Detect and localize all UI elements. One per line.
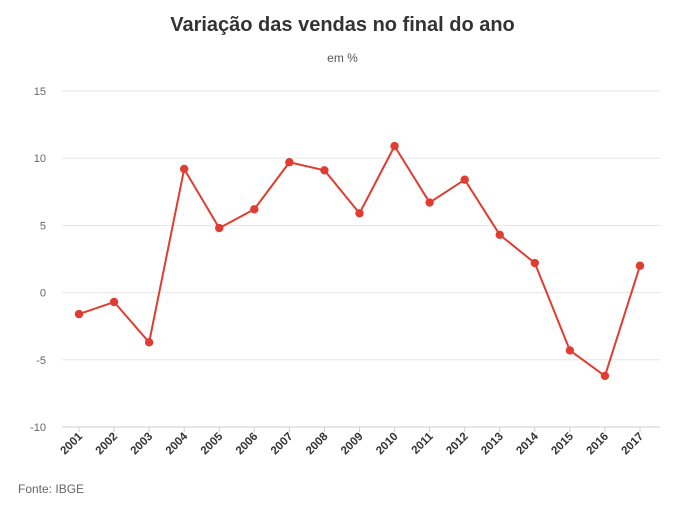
data-point[interactable] bbox=[565, 346, 575, 355]
data-point[interactable] bbox=[285, 158, 294, 167]
y-tick-label: 5 bbox=[40, 220, 46, 232]
data-point[interactable] bbox=[600, 371, 610, 381]
x-tick-label: 2012 bbox=[444, 431, 471, 458]
x-tick-label: 2017 bbox=[620, 431, 647, 458]
y-tick-label: 15 bbox=[34, 86, 46, 98]
y-tick-label: 0 bbox=[40, 288, 46, 300]
data-point[interactable] bbox=[635, 261, 645, 270]
data-point[interactable] bbox=[179, 164, 189, 174]
data-point[interactable] bbox=[355, 209, 364, 218]
chart-title: Variação das vendas no final do ano bbox=[170, 14, 515, 36]
x-tick-label: 2006 bbox=[234, 431, 261, 458]
x-tick-label: 2011 bbox=[410, 430, 437, 457]
data-point[interactable] bbox=[74, 309, 84, 319]
x-axis: 2001 2002 2003 2004 2005 2006 2007 2008 2009 2010… bbox=[59, 427, 647, 458]
y-tick-label: 10 bbox=[34, 153, 46, 165]
data-point[interactable] bbox=[390, 141, 399, 151]
series-line bbox=[78, 145, 641, 377]
data-point[interactable] bbox=[109, 297, 119, 307]
x-tick-label: 2016 bbox=[584, 431, 611, 458]
x-tick-label: 2004 bbox=[164, 430, 191, 457]
series-sales-variation bbox=[74, 141, 645, 381]
x-tick-label: 2002 bbox=[94, 431, 121, 458]
source-note: Fonte: IBGE bbox=[18, 482, 85, 496]
x-tick-label: 2015 bbox=[549, 430, 576, 457]
y-tick-label: -5 bbox=[36, 355, 46, 367]
x-tick-label: 2005 bbox=[199, 430, 226, 457]
x-tick-label: 2007 bbox=[269, 431, 296, 458]
x-tick-label: 2010 bbox=[374, 431, 401, 458]
y-tick-label: -10 bbox=[30, 422, 46, 434]
data-point[interactable] bbox=[144, 338, 154, 347]
data-point[interactable] bbox=[425, 198, 434, 207]
data-point[interactable] bbox=[215, 223, 224, 233]
data-point[interactable] bbox=[250, 205, 259, 214]
data-point[interactable] bbox=[460, 175, 469, 184]
x-tick-label: 2009 bbox=[339, 431, 366, 458]
gridlines bbox=[62, 90, 660, 428]
y-axis: -10 -5 0 5 10 15 bbox=[30, 86, 46, 434]
data-point[interactable] bbox=[530, 258, 540, 268]
x-tick-label: 2013 bbox=[479, 431, 506, 458]
x-tick-label: 2014 bbox=[514, 430, 541, 457]
data-point[interactable] bbox=[495, 230, 504, 240]
x-tick-label: 2008 bbox=[304, 430, 331, 457]
x-tick-label: 2003 bbox=[129, 431, 156, 458]
data-point[interactable] bbox=[320, 166, 329, 175]
chart-subtitle: em % bbox=[327, 51, 358, 65]
x-tick-label: 2001 bbox=[59, 430, 86, 457]
